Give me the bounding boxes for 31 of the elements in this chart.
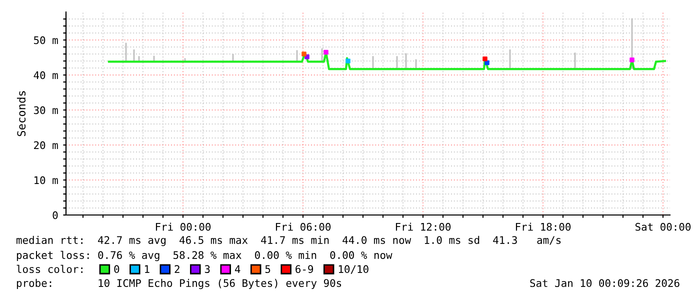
- y-tick-label: 20 m: [34, 141, 58, 150]
- y-axis-title: Seconds: [16, 91, 26, 136]
- legend-label: 10/10: [338, 265, 368, 274]
- y-tick-label: 10 m: [34, 176, 58, 184]
- y-tick-label: 50 m: [34, 36, 58, 44]
- legend-label: 2: [174, 265, 180, 273]
- point: [482, 56, 488, 62]
- y-tick-label: 40 m: [34, 71, 58, 80]
- point: [324, 50, 328, 55]
- x-tick-label: Sat 00:00: [635, 222, 691, 231]
- legend-label: 6-9: [296, 265, 314, 274]
- legend-label: 3: [204, 265, 210, 274]
- point: [302, 52, 306, 56]
- x-tick-label: Fri 12:00: [396, 222, 451, 231]
- text: probe: 10 ICMP Echo Pings (56 Bytes) every 90s: [16, 278, 342, 290]
- text: median rtt: 42.7 ms avg 46.5 ms max 41.7 ms min 44.0 ms now 1.0 ms sd 41.3 am/s: [16, 236, 561, 246]
- x-tick-label: Fri 00:00: [156, 222, 211, 231]
- text: packet loss: 0.76 % avg 58.28 % max 0.00 % min 0.00 % now: [16, 250, 392, 262]
- x-tick-label: Fri 06:00: [276, 222, 331, 231]
- text: loss color:: [16, 264, 82, 274]
- y-tick-label: 30 m: [34, 106, 58, 114]
- legend-label: 0: [114, 265, 120, 274]
- point: [346, 58, 350, 64]
- text: Sat Jan 10 00:09:26 2026: [530, 279, 680, 288]
- legend-label: 5: [265, 265, 270, 274]
- legend-label: 1: [145, 265, 150, 273]
- x-tick-label: Fri 18:00: [516, 222, 571, 231]
- point: [484, 60, 490, 66]
- legend-label: 4: [234, 265, 240, 273]
- y-tick-label: 0: [52, 211, 58, 220]
- point: [630, 58, 634, 62]
